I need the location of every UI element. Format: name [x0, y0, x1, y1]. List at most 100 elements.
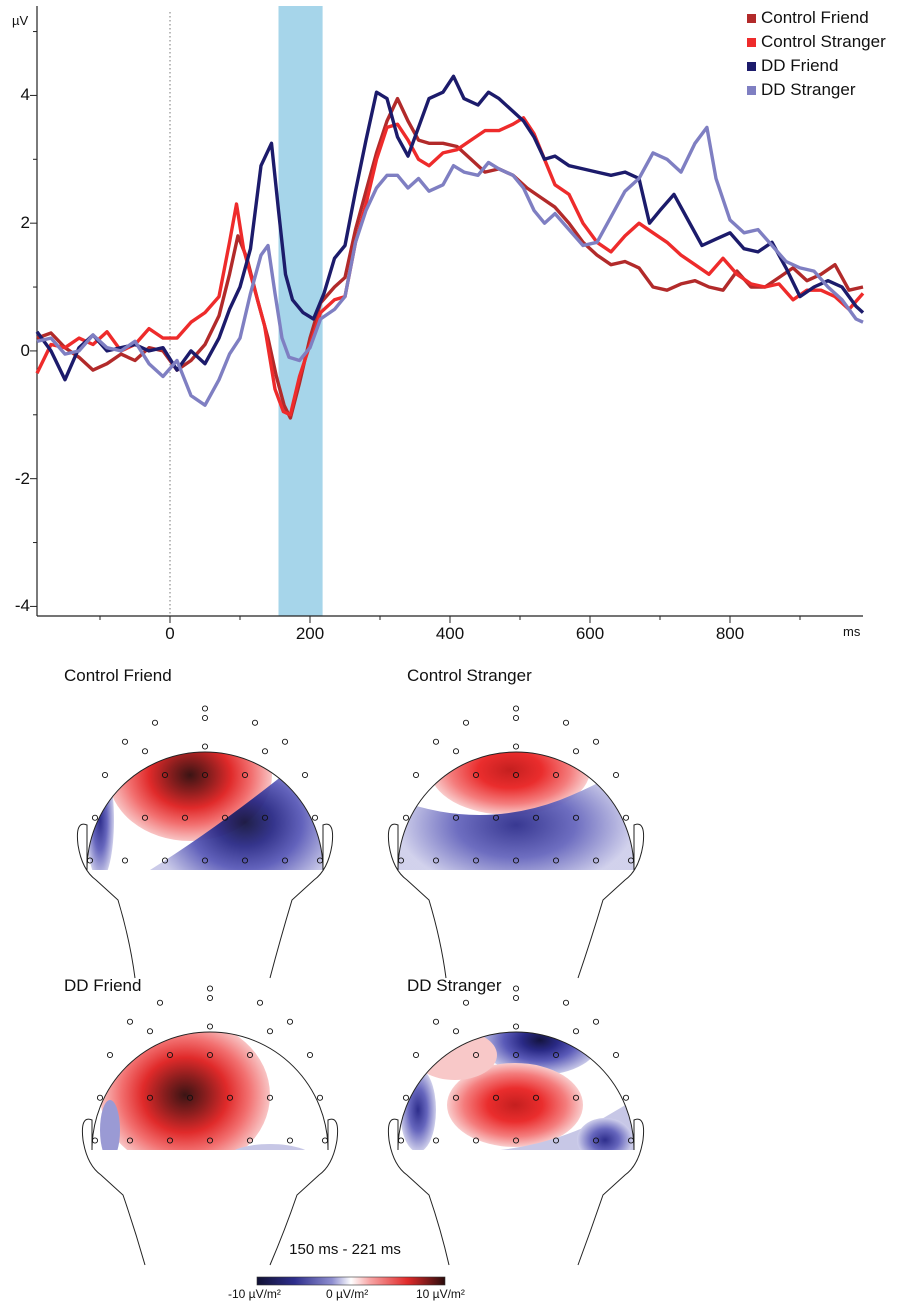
electrode [397, 1137, 405, 1144]
topomap-dd-stranger [387, 1031, 645, 1266]
colorbar-min-label: -10 µV/m² [228, 1287, 281, 1301]
electrode [96, 1094, 104, 1101]
head-outline [387, 1118, 645, 1266]
electrode [166, 1137, 174, 1144]
electrode [452, 814, 460, 821]
electrode [572, 1028, 580, 1035]
electrode [592, 1018, 600, 1025]
electrode [592, 857, 600, 864]
electrode [161, 771, 169, 779]
electrode [492, 1094, 500, 1101]
electrode [201, 743, 209, 750]
series-line-dd-stranger [36, 125, 864, 407]
head-outline [81, 1118, 339, 1266]
electrode [512, 1137, 520, 1144]
y-axis-label: µV [12, 13, 29, 28]
legend-label: DD Friend [761, 56, 839, 75]
x-tick-label: 600 [575, 624, 605, 643]
electrode [512, 743, 520, 750]
map-title-control-friend: Control Friend [64, 666, 172, 685]
electrode [316, 857, 324, 864]
electrode [512, 714, 520, 722]
legend-swatch [747, 62, 756, 71]
electrode [246, 1051, 254, 1059]
electrode [472, 771, 480, 779]
electrode [432, 1137, 440, 1144]
electrode [432, 857, 440, 864]
electrode [552, 857, 560, 864]
electrode [622, 814, 630, 821]
topomap-control-friend [76, 751, 334, 979]
electrode [512, 1023, 520, 1030]
electrode [141, 748, 149, 755]
electrode [201, 857, 209, 864]
legend-swatch [747, 86, 756, 95]
electrode [156, 999, 164, 1006]
series-line-control-stranger [35, 116, 865, 417]
x-tick-label: 800 [715, 624, 745, 643]
electrode [592, 738, 600, 745]
head-outline [387, 823, 645, 979]
electrode [512, 857, 520, 864]
electrode [151, 719, 159, 726]
electrode [206, 1137, 214, 1144]
electrode [612, 1051, 620, 1059]
electrode [512, 994, 520, 1002]
electrode [91, 814, 99, 821]
electrode [121, 857, 129, 864]
electrode [562, 999, 570, 1006]
electrode [186, 1094, 194, 1101]
colorbar-max-label: 10 µV/m² [416, 1287, 465, 1301]
electrode [316, 1094, 324, 1101]
electrode [221, 814, 229, 821]
electrode [572, 748, 580, 755]
electrode-markers [86, 705, 635, 1144]
scalp-topographic-maps [76, 705, 645, 1286]
electrode [627, 857, 635, 864]
series-line-dd-friend [35, 74, 865, 382]
electrode [86, 857, 94, 864]
electrode [452, 748, 460, 755]
electrode [121, 738, 129, 745]
colorbar [256, 1276, 446, 1286]
y-tick-label: 4 [20, 85, 30, 105]
electrode [492, 814, 500, 821]
electrode [512, 771, 520, 779]
series-line-control-friend [36, 96, 864, 420]
electrode [311, 814, 319, 821]
electrode [146, 1028, 154, 1035]
electrode [552, 1137, 560, 1144]
electrode [512, 985, 520, 992]
electrode [246, 1137, 254, 1144]
electrode [412, 1051, 420, 1059]
y-tick-label: 0 [20, 340, 30, 360]
electrode [472, 1137, 480, 1144]
electrode [572, 1094, 580, 1101]
electrode [201, 705, 209, 712]
electrode [161, 857, 169, 864]
map-title-dd-stranger: DD Stranger [407, 976, 502, 995]
electrode [627, 1137, 635, 1144]
electrode [462, 999, 470, 1006]
electrode [241, 857, 249, 864]
topomap-control-stranger [387, 751, 645, 979]
electrode [126, 1018, 134, 1025]
electrode [612, 771, 620, 779]
electrode [126, 1137, 134, 1144]
y-tick-label: -2 [14, 468, 30, 488]
electrode [281, 857, 289, 864]
electrode [592, 1137, 600, 1144]
y-tick-label: 2 [20, 213, 30, 233]
electrode [301, 771, 309, 779]
electrode [572, 814, 580, 821]
electrode [397, 857, 405, 864]
electrode [432, 738, 440, 745]
electrode [206, 1051, 214, 1059]
electrode [562, 719, 570, 726]
legend-swatch [747, 14, 756, 23]
electrode [462, 719, 470, 726]
electrode [402, 814, 410, 821]
map-title-control-stranger: Control Stranger [407, 666, 532, 685]
electrode [266, 1028, 274, 1035]
electrode [281, 738, 289, 745]
